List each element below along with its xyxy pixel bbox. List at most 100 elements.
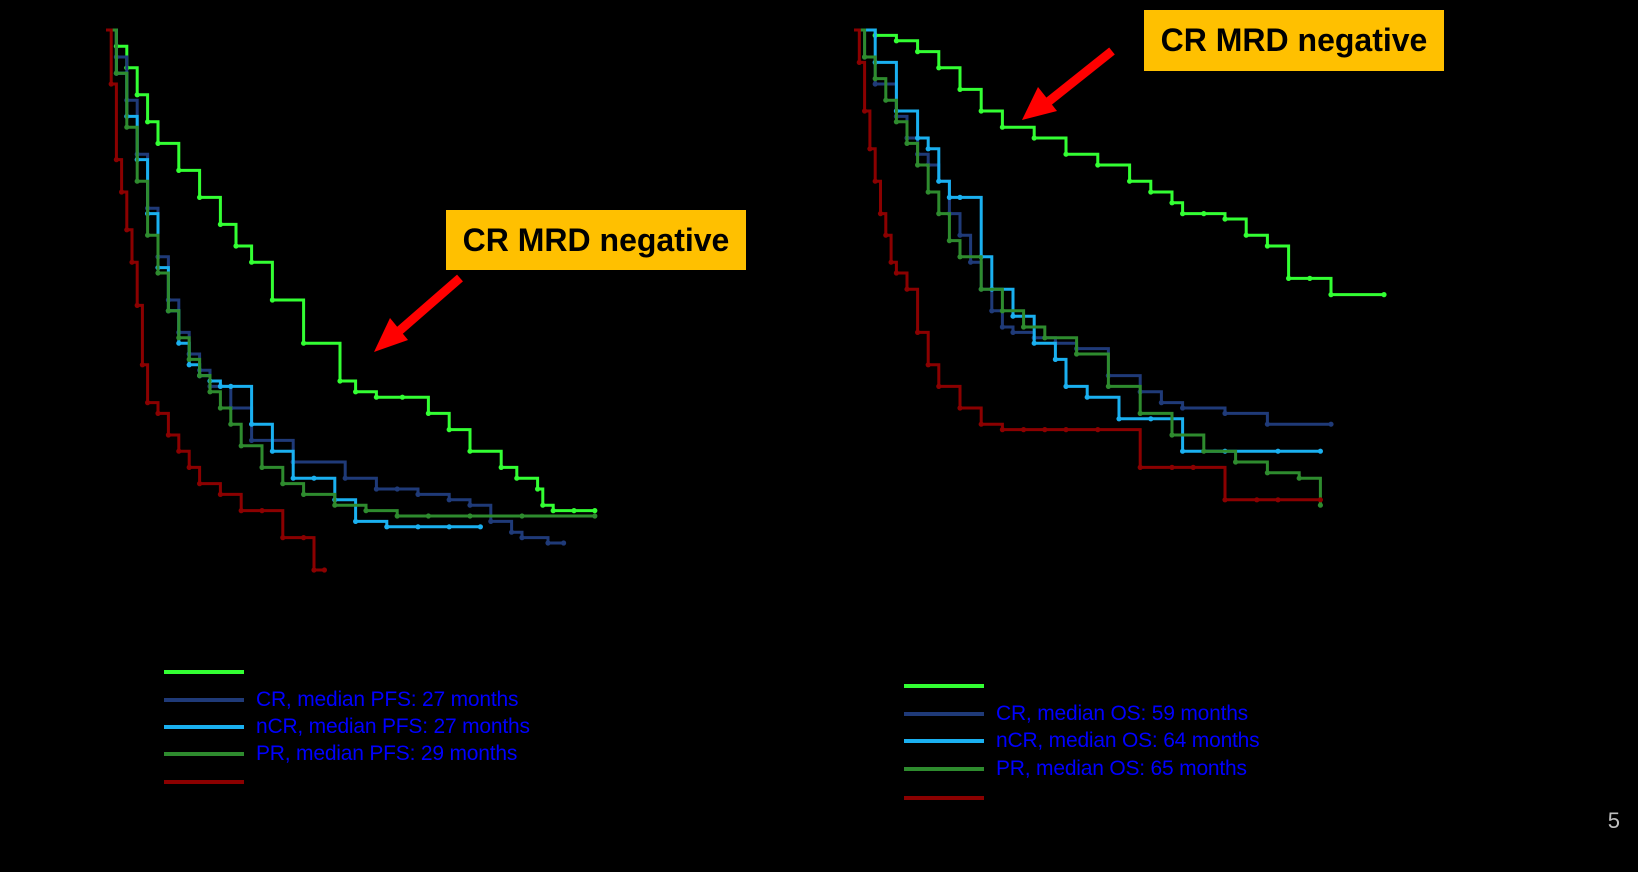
pfs-cr-mrd-negative-point [155,140,161,146]
pfs-cr-point [394,486,400,492]
pfs-other-point [129,259,135,265]
pfs-other-point [176,448,182,454]
pfs-cr-mrd-negative-point [301,340,307,346]
pfs-other-point [186,464,192,470]
pfs-other-point [113,157,119,163]
os-cr-mrd-negative-point [936,65,942,71]
pfs-ncr-point [217,383,223,389]
pfs-ncr-point [290,475,296,481]
os-other-point [1042,427,1048,433]
os-ncr-point [1084,394,1090,400]
os-cr-point [1222,410,1228,416]
pfs-pr-point [165,308,171,314]
os-other-point [1222,497,1228,503]
pfs-pr-point [186,356,192,362]
os-other-point [888,259,894,265]
pfs-other-point [238,508,244,514]
os-series-ncr [854,28,1321,453]
pfs-other-point [139,362,145,368]
os-ncr-point [1010,313,1016,319]
os-pr-point [978,286,984,292]
os-other-point [915,329,921,335]
pfs-cr-point [467,502,473,508]
pfs-cr-mrd-negative-point [337,378,343,384]
pfs-pr-point [113,70,119,76]
os-pr-point [904,140,910,146]
pfs-cr-mrd-negative-point [467,448,473,454]
pfs-pr-point [332,502,338,508]
os-cr-point [1010,329,1016,335]
pfs-pr-point [134,178,140,184]
os-cr-mrd-negative-point [1127,178,1133,184]
os-other-point [862,108,868,114]
os-ncr-point [915,135,921,141]
os-cr-mrd-negative-point [978,108,984,114]
os-ncr-point [1317,448,1323,454]
pfs-cr-mrd-negative-point [540,502,546,508]
os-cr-point [968,259,974,265]
os-cr-point [1180,405,1186,411]
os-cr-mrd-negative-point [1148,189,1154,195]
pfs-cr-mrd-negative-point [535,486,541,492]
os-other-point [1275,497,1281,503]
os-ncr-point [1052,356,1058,362]
pfs-cr-point [249,437,255,443]
os-series-pr [854,28,1322,506]
os-cr-mrd-negative-point [1095,162,1101,168]
os-pr-point [1021,324,1027,330]
pfs-cr-point [545,540,551,546]
os-arrow [1022,47,1115,120]
pfs-cr-mrd-negative-point [498,464,504,470]
os-other-point [1190,464,1196,470]
pfs-cr-mrd-negative-point [571,508,577,514]
pfs-cr-mrd-negative-point [145,119,151,125]
os-series-other [854,28,1321,502]
pfs-pr-point [394,513,400,519]
os-cr-point [1328,421,1334,427]
pfs-arrow [374,274,463,352]
pfs-other-point [155,410,161,416]
os-pr-point [1105,383,1111,389]
pfs-legend-label-pr: PR, median PFS: 29 months [256,742,518,765]
os-cr-point [999,324,1006,330]
os-pr-point [883,97,889,103]
pfs-pr-point [217,405,223,411]
pfs-legend-swatches [164,670,244,784]
pfs-cr-mrd-negative-point [550,508,556,514]
pfs-ncr-point [446,524,452,530]
os-other-point [893,270,900,276]
os-cr-point [957,232,963,238]
os-cr-mrd-negative-point [1222,216,1228,222]
pfs-cr-mrd-negative-point [353,389,359,395]
os-ncr-point [1275,448,1281,454]
os-other-point [856,59,862,65]
os-pr-point [957,254,963,260]
os-other-point [936,383,942,389]
pfs-ncr-point [269,448,275,454]
os-cr-mrd-negative-point [1286,275,1292,281]
pfs-series-ncr [106,28,481,529]
os-cr-mrd-negative-point [915,49,921,55]
os-pr-point [1317,502,1323,508]
os-pr-point [1264,470,1270,476]
pfs-pr-point [197,373,203,379]
pfs-cr-mrd-negative-point [176,167,182,173]
os-pr-point [936,211,942,217]
pfs-cr-mrd-negative-point [233,243,239,249]
os-other-point [877,211,884,217]
os-pr-point [915,162,921,168]
pfs-other-point [124,227,130,233]
os-pr-point [1042,335,1048,341]
os-cr-mrd-negative-point [1307,275,1313,281]
os-cr-mrd-negative-point [1201,211,1207,217]
pfs-other-point [134,302,140,308]
pfs-ncr-point [176,340,182,346]
pfs-cr-point [446,497,452,503]
pfs-other-point [301,535,307,541]
pfs-pr-point [176,335,182,341]
os-legend-label-cr: CR, median OS: 59 months [996,702,1248,725]
pfs-cr-mrd-negative-point [373,394,379,400]
os-other-point [925,362,931,368]
os-other-point [999,427,1006,433]
